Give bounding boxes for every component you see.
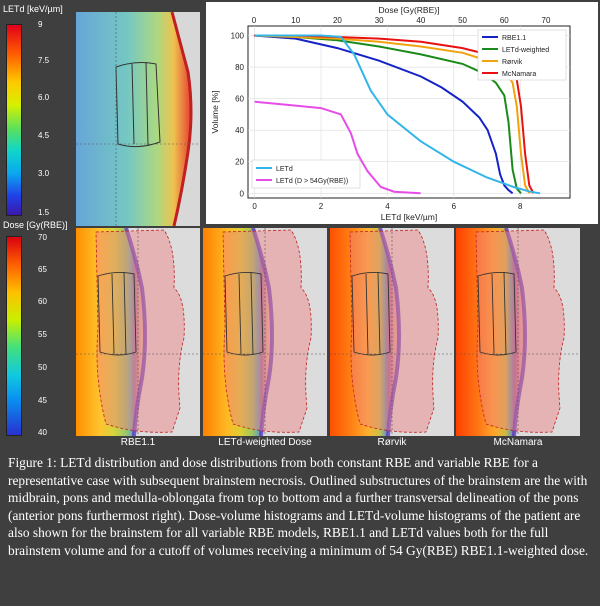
legend-box-let (251, 159, 361, 189)
dose-tick: 65 (38, 265, 47, 274)
panel-label-rbe11: RBE1.1 (120, 437, 156, 448)
x-tick-label: 4 (385, 202, 390, 211)
top-x-tick-label: 50 (458, 16, 467, 25)
panel-label-letd-weighted: LETd-weighted Dose (218, 437, 312, 448)
top-x-tick-label: 20 (333, 16, 342, 25)
legend-entry: McNamara (502, 71, 536, 78)
y-tick-label: 100 (231, 31, 245, 40)
dose-tick: 55 (38, 330, 47, 339)
dose-colorbar-label: Dose [Gy(RBE)] (3, 220, 68, 230)
dose-map-rbe11 (76, 228, 200, 436)
y-tick-label: 0 (240, 189, 245, 198)
dose-tick: 50 (38, 363, 47, 372)
x-tick-label: 0 (252, 202, 257, 211)
dvh-letvh-chart: 0 20 40 60 80 100 0 2 4 6 8 0 10 20 30 40 50 60 70 Dose [Gy… (206, 2, 598, 224)
legend-box (477, 29, 567, 81)
dose-map-mcnamara (456, 228, 580, 436)
legend-entry: RBE1.1 (502, 35, 526, 42)
legend-entry: LETd-weighted (502, 47, 549, 54)
figure-caption: Figure 1: LETd distribution and dose dis… (8, 455, 589, 558)
dose-tick: 45 (38, 396, 47, 405)
dose-map-letd-weighted (203, 228, 327, 436)
letd-colorbar-label: LETd [keV/µm] (3, 4, 63, 14)
top-x-tick-label: 60 (500, 16, 509, 25)
letd-tick: 7.5 (38, 56, 50, 65)
letd-tick: 3.0 (38, 169, 50, 178)
y-axis-label: Volume [%] (210, 91, 220, 134)
dose-tick: 60 (38, 297, 47, 306)
legend-entry: LETd (D > 54Gy(RBE)) (276, 178, 348, 185)
dose-map-rorvik (330, 228, 454, 436)
y-tick-label: 20 (235, 158, 244, 167)
top-x-tick-label: 40 (416, 16, 425, 25)
top-x-tick-label: 0 (252, 16, 257, 25)
x-tick-label: 6 (452, 202, 457, 211)
legend-entry: LETd (276, 166, 293, 173)
letd-tick: 1.5 (38, 208, 50, 217)
panel-label-mcnamara: McNamara (493, 437, 543, 448)
dose-colorbar (6, 236, 22, 436)
letd-colorbar (6, 24, 22, 216)
top-x-axis-label: Dose [Gy(RBE)] (379, 5, 440, 15)
y-tick-label: 60 (235, 95, 244, 104)
x-tick-label: 8 (518, 202, 523, 211)
y-tick-label: 40 (235, 126, 244, 135)
y-tick-label: 80 (235, 63, 244, 72)
letd-tick: 9 (38, 20, 43, 29)
letd-tick: 6.0 (38, 93, 50, 102)
dose-tick: 40 (38, 428, 47, 437)
x-tick-label: 2 (319, 202, 324, 211)
panel-label-rorvik: Rørvik (377, 437, 407, 448)
x-axis-label: LETd [keV/µm] (381, 212, 437, 222)
dose-tick: 70 (38, 233, 47, 242)
top-x-tick-label: 10 (291, 16, 300, 25)
letd-tick: 4.5 (38, 131, 50, 140)
legend-entry: Rørvik (502, 59, 523, 66)
letd-map-image (76, 12, 200, 226)
top-x-tick-label: 70 (542, 16, 551, 25)
let-series-line (254, 100, 421, 195)
top-x-tick-label: 30 (375, 16, 384, 25)
let-series-line (254, 34, 541, 195)
